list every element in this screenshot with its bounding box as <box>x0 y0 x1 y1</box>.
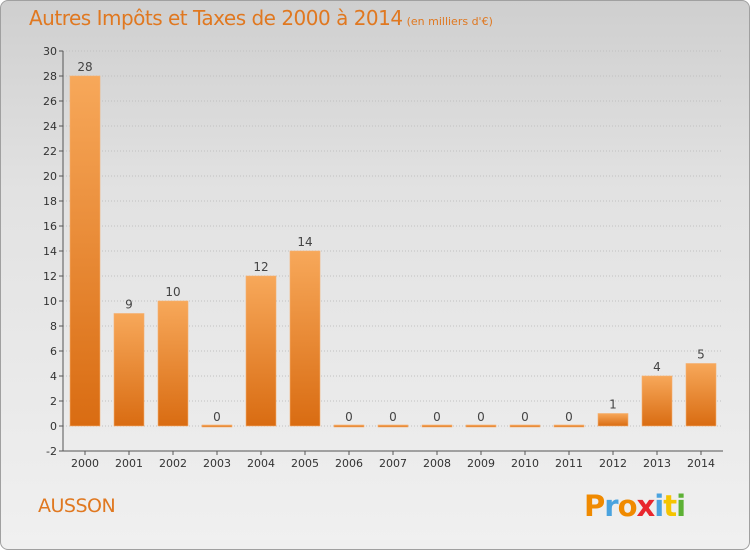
bar <box>289 250 321 427</box>
bar <box>509 424 541 428</box>
commune-name: AUSSON <box>38 495 116 517</box>
data-label: 0 <box>433 410 441 424</box>
data-label: 0 <box>345 410 353 424</box>
bar <box>465 424 497 428</box>
x-tick-label: 2003 <box>203 457 231 470</box>
bar <box>333 424 365 428</box>
data-label: 5 <box>697 348 705 362</box>
x-tick-label: 2004 <box>247 457 275 470</box>
y-tick-label: 2 <box>50 395 57 408</box>
x-tick-label: 2009 <box>467 457 495 470</box>
data-label: 4 <box>653 360 661 374</box>
chart-title-text: Autres Impôts et Taxes de 2000 à 2014 <box>29 6 403 30</box>
x-tick-label: 2014 <box>687 457 715 470</box>
y-tick-label: 4 <box>50 370 57 383</box>
bar <box>113 313 145 427</box>
y-tick-label: 16 <box>43 220 57 233</box>
y-tick-label: -2 <box>46 445 57 458</box>
bar <box>641 375 673 427</box>
x-tick-label: 2006 <box>335 457 363 470</box>
x-tick-label: 2001 <box>115 457 143 470</box>
x-tick-label: 2005 <box>291 457 319 470</box>
x-tick-label: 2000 <box>71 457 99 470</box>
chart-subtitle: (en milliers d'€) <box>406 15 493 28</box>
y-tick-label: 12 <box>43 270 57 283</box>
y-tick-label: 20 <box>43 170 57 183</box>
data-label: 12 <box>253 260 268 274</box>
bar <box>597 413 629 427</box>
x-tick-label: 2012 <box>599 457 627 470</box>
data-label: 9 <box>125 298 133 312</box>
bar <box>157 300 189 427</box>
y-tick-label: 28 <box>43 70 57 83</box>
data-label: 0 <box>565 410 573 424</box>
bar <box>377 424 409 428</box>
x-tick-label: 2008 <box>423 457 451 470</box>
chart-title: Autres Impôts et Taxes de 2000 à 2014 (en… <box>29 6 493 30</box>
y-tick-label: 30 <box>43 45 57 58</box>
y-tick-label: 10 <box>43 295 57 308</box>
x-tick-label: 2002 <box>159 457 187 470</box>
y-tick-label: 14 <box>43 245 57 258</box>
data-label: 14 <box>297 235 312 249</box>
data-label: 0 <box>521 410 529 424</box>
data-label: 28 <box>77 60 92 74</box>
data-label: 0 <box>477 410 485 424</box>
data-label: 1 <box>609 398 617 412</box>
bar <box>245 275 277 427</box>
y-tick-label: 18 <box>43 195 57 208</box>
bar <box>69 75 101 427</box>
y-tick-label: 26 <box>43 95 57 108</box>
y-tick-label: 24 <box>43 120 57 133</box>
bar <box>685 363 717 427</box>
x-tick-label: 2007 <box>379 457 407 470</box>
y-tick-label: 0 <box>50 420 57 433</box>
data-label: 10 <box>165 285 180 299</box>
x-tick-label: 2010 <box>511 457 539 470</box>
y-tick-label: 6 <box>50 345 57 358</box>
proxiti-logo: Proxiti <box>584 489 686 523</box>
bar <box>553 424 585 428</box>
x-tick-label: 2013 <box>643 457 671 470</box>
bar <box>201 424 233 428</box>
data-label: 0 <box>389 410 397 424</box>
bar <box>421 424 453 428</box>
x-tick-label: 2011 <box>555 457 583 470</box>
y-tick-label: 8 <box>50 320 57 333</box>
y-tick-label: 22 <box>43 145 57 158</box>
data-label: 0 <box>213 410 221 424</box>
